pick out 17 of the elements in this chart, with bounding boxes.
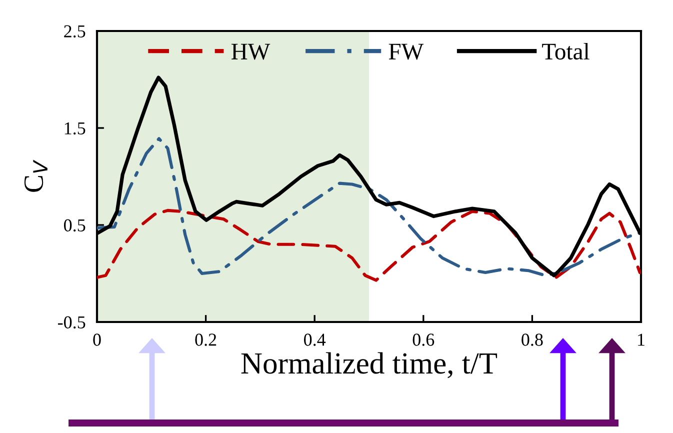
x-tick-label: 0.2 <box>195 334 216 346</box>
legend-label: FW <box>388 44 424 60</box>
x-tick-label: 1 <box>638 334 644 346</box>
y-tick-label: 2.5 <box>64 25 86 38</box>
line-series <box>97 137 641 277</box>
x-axis-title: Normalized time, t/T <box>241 352 498 378</box>
legend-label: HW <box>231 44 270 60</box>
line-series <box>97 208 641 282</box>
x-tick-label: 0.4 <box>304 334 326 346</box>
y-tick-label: 1.5 <box>64 122 86 135</box>
y-tick-label: -0.5 <box>58 316 86 329</box>
x-tick-label: 0 <box>93 334 101 346</box>
legend-label: Total <box>542 42 590 60</box>
y-axis-title: C$_{V}$ <box>24 160 48 192</box>
x-tick-label: 0.8 <box>522 334 543 346</box>
x-tick-label: 0.6 <box>412 334 434 346</box>
y-tick-label: 0.5 <box>64 219 86 232</box>
